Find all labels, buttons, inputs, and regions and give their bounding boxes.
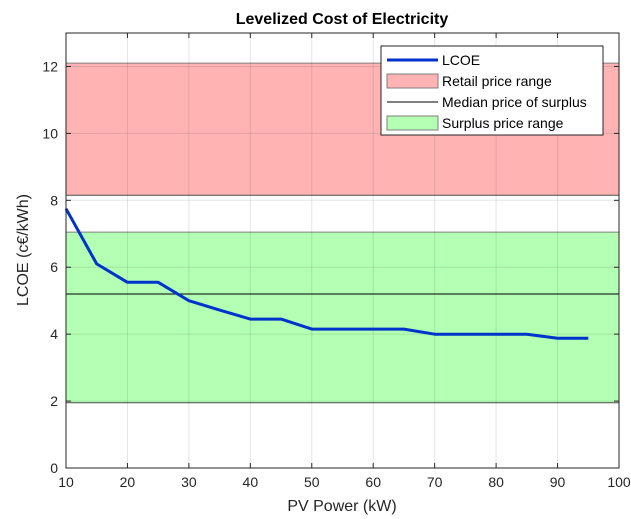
x-axis-label: PV Power (kW) [287, 498, 396, 515]
data-series [64, 207, 589, 340]
legend-label: LCOE [442, 52, 480, 68]
y-axis-label: LCOE (c€/kWh) [15, 194, 32, 306]
y-tick-label: 6 [50, 259, 58, 275]
x-tick-label: 80 [488, 474, 504, 490]
y-tick-label: 10 [42, 125, 58, 141]
x-tick-label: 70 [427, 474, 443, 490]
y-tick-label: 0 [50, 460, 58, 476]
plot-frame [65, 32, 620, 469]
legend-swatch-band [386, 73, 439, 89]
legend-swatch-band [386, 115, 439, 131]
legend-label: Retail price range [442, 73, 552, 89]
x-tick-label: 40 [243, 474, 259, 490]
y-tick-label: 12 [42, 58, 58, 74]
band-fill-3 [66, 232, 619, 403]
x-tick-label: 100 [607, 474, 631, 490]
y-axis-ticks: 0 2 4 6 8 10 12 [42, 58, 619, 476]
x-tick-label: 30 [181, 474, 197, 490]
y-tick-label: 8 [50, 192, 58, 208]
y-tick-label: 4 [50, 326, 58, 342]
legend: LCOE Retail price range Median price of su… [380, 45, 604, 136]
x-tick-label: 20 [120, 474, 136, 490]
x-tick-label: 90 [550, 474, 566, 490]
x-tick-label: 50 [304, 474, 320, 490]
x-tick-label: 10 [58, 474, 74, 490]
lcoe-line [64, 207, 589, 340]
chart-title: Levelized Cost of Electricity [236, 11, 449, 28]
legend-label: Surplus price range [442, 115, 564, 131]
x-tick-label: 60 [365, 474, 381, 490]
y-tick-label: 2 [50, 393, 58, 409]
legend-label: Median price of surplus [442, 94, 587, 110]
x-axis-ticks: 10 20 30 40 50 60 70 80 90 100 [58, 33, 631, 490]
